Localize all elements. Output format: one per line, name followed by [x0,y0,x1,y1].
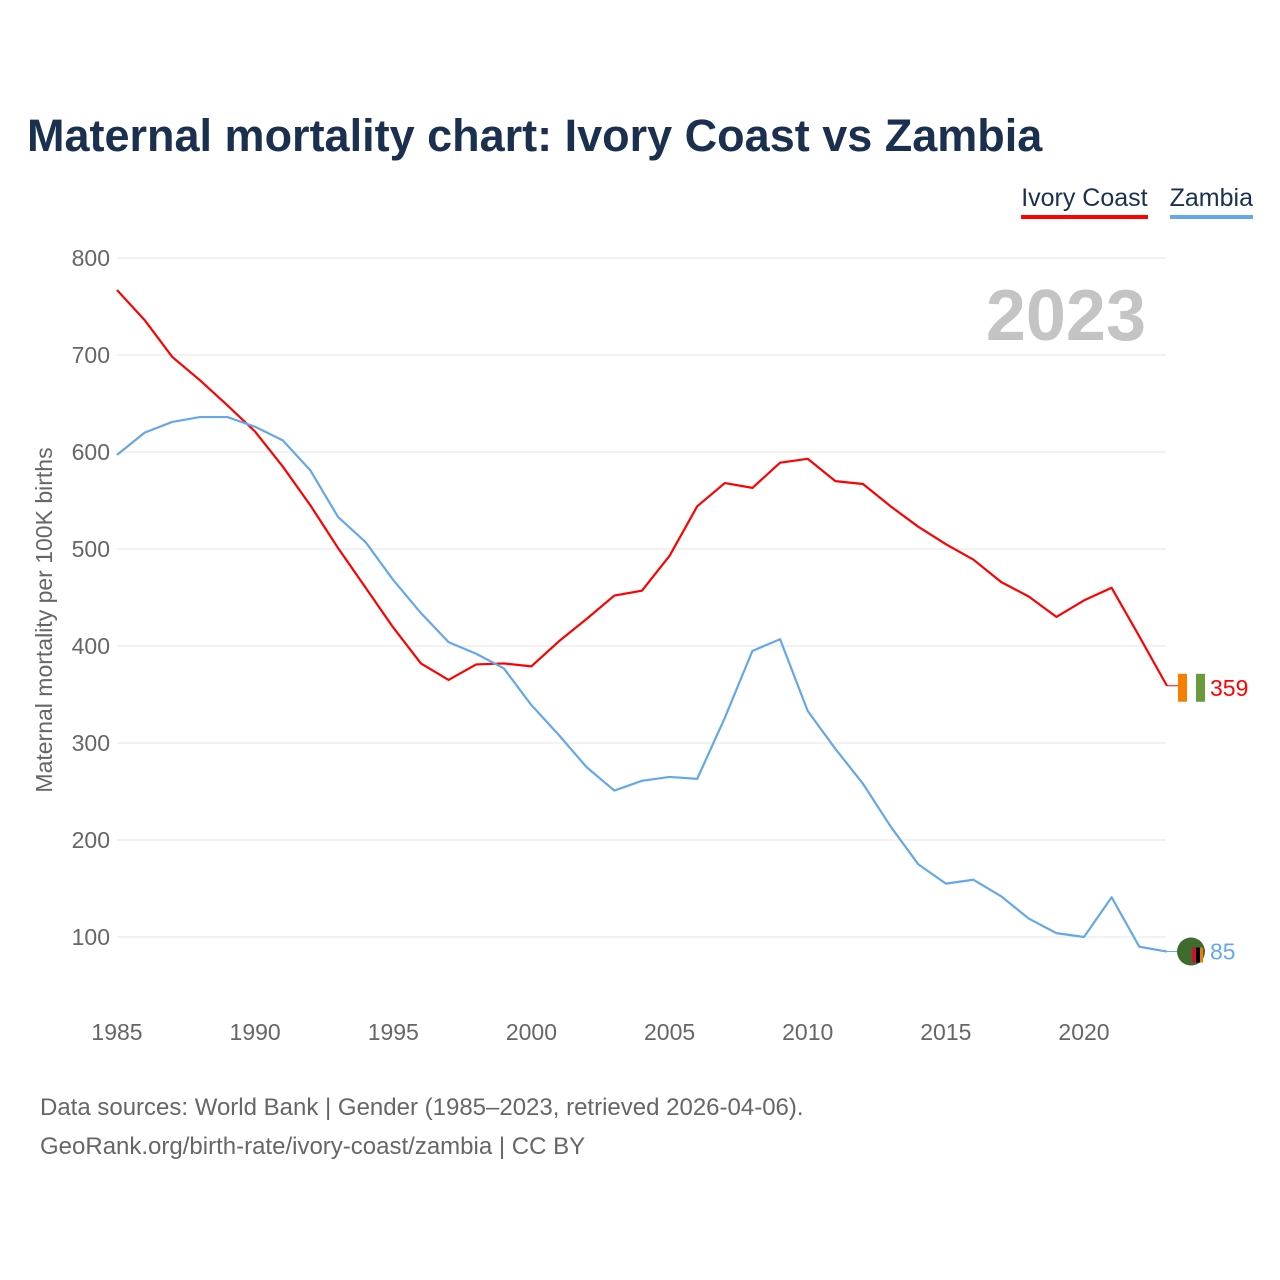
x-tick-label: 2010 [782,1019,833,1045]
y-tick-label: 600 [72,439,110,465]
flag-zambia-icon [1192,947,1196,963]
y-tick-label: 800 [72,245,110,271]
series-line-ivory-coast [116,289,1168,687]
x-tick-label: 2005 [644,1019,695,1045]
flag-zambia-icon [1196,947,1200,963]
flag-ivory-coast-icon [1196,673,1205,702]
legend-zambia[interactable]: Zambia [1169,184,1253,219]
x-tick-label: 2020 [1058,1019,1109,1045]
legend: Ivory Coast Zambia [1021,184,1253,219]
y-tick-label: 400 [72,633,110,659]
source-note: Data sources: World Bank | Gender (1985–… [40,1088,804,1166]
x-tick-label: 2000 [506,1019,557,1045]
legend-ivory-coast[interactable]: Ivory Coast [1021,184,1148,219]
x-tick-label: 1995 [368,1019,419,1045]
end-value-label: 359 [1210,675,1248,701]
series-line-zambia [116,415,1168,953]
y-axis-label: Maternal mortality per 100K births [31,447,57,792]
x-tick-label: 1990 [230,1019,281,1045]
year-label: 2023 [986,276,1146,356]
y-tick-label: 100 [72,924,110,950]
y-tick-label: 500 [72,536,110,562]
flag-ivory-coast-icon [1187,673,1196,702]
flag-ivory-coast-icon [1178,673,1187,702]
y-tick-label: 200 [72,827,110,853]
source-line-2[interactable]: GeoRank.org/birth-rate/ivory-coast/zambi… [40,1133,586,1160]
flag-zambia-icon [1200,947,1203,963]
chart-title: Maternal mortality chart: Ivory Coast vs… [27,110,1043,161]
x-tick-label: 1985 [91,1019,142,1045]
end-value-label: 85 [1210,939,1236,965]
source-line-1: Data sources: World Bank | Gender (1985–… [40,1094,804,1121]
y-tick-label: 700 [72,342,110,368]
x-tick-label: 2015 [920,1019,971,1045]
y-tick-label: 300 [72,730,110,756]
